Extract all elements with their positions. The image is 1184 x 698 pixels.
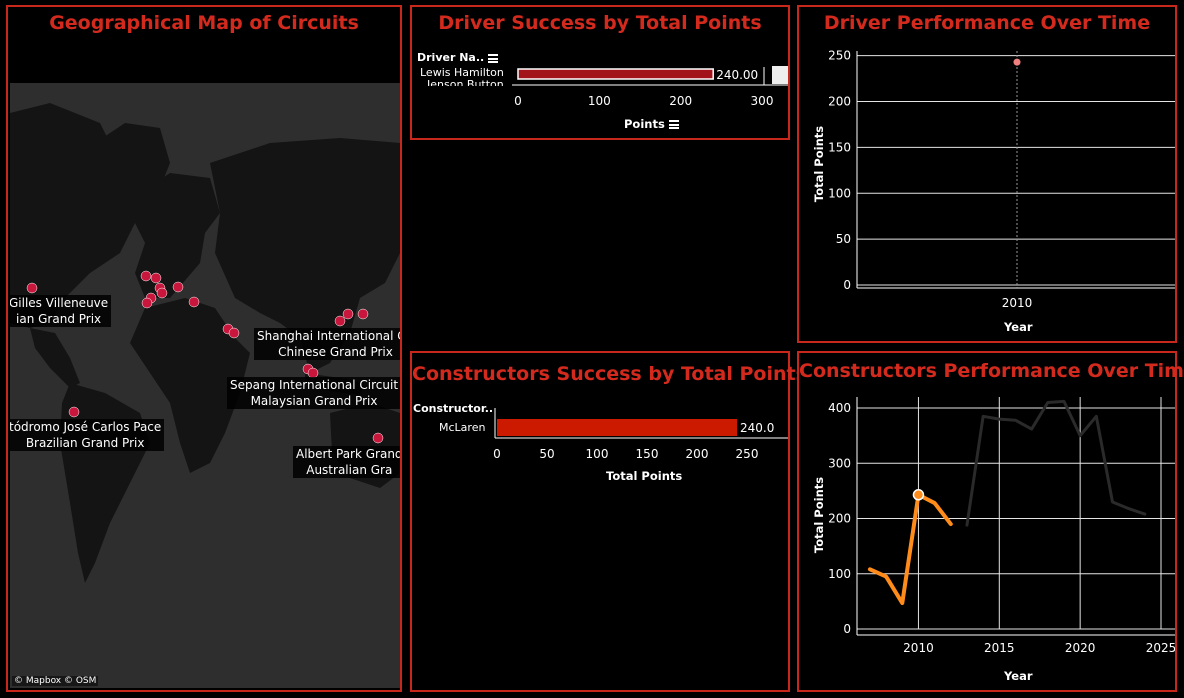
driver-x-tick: 0 bbox=[514, 94, 522, 108]
driver-row-header[interactable]: Driver Na.. bbox=[417, 51, 499, 64]
constructor-highlight-line bbox=[867, 492, 953, 606]
constructor-time-x-title: Year bbox=[1004, 669, 1033, 683]
marker-europe-6 bbox=[141, 297, 153, 309]
driver-time-title: Driver Performance Over Time bbox=[823, 12, 1151, 34]
constructor-time-y-tick: 0 bbox=[843, 622, 851, 636]
driver-row-jenson[interactable]: Jenson Button bbox=[427, 78, 504, 86]
driver-x-title[interactable]: Points bbox=[624, 117, 679, 131]
map-label-circuit: Albert Park Grand bbox=[296, 447, 400, 461]
map-label-malaysia: Sepang International Circuit Malaysian G… bbox=[227, 377, 400, 409]
constructor-success-panel: Constructors Success by Total Points Con… bbox=[410, 351, 807, 692]
map-label-canada: Gilles Villeneuve ian Grand Prix bbox=[10, 295, 112, 327]
constructor-x-tick: 100 bbox=[586, 447, 609, 461]
constructor-bar bbox=[497, 419, 737, 436]
constructor-time-x-tick: 2025 bbox=[1146, 641, 1175, 655]
map-label-circuit: tódromo José Carlos Pace bbox=[10, 420, 162, 434]
constructor-x-tick: 50 bbox=[539, 447, 554, 461]
map-label-race: Brazilian Grand Prix bbox=[25, 436, 145, 450]
driver-time-chart: 250 200 150 100 50 0 2010 bbox=[828, 49, 1175, 310]
driver-time-y-tick: 250 bbox=[828, 49, 851, 63]
map-label-circuit: Sepang International Circuit bbox=[230, 378, 399, 392]
driver-time-x-title: Year bbox=[1004, 320, 1033, 334]
map-label-race: Chinese Grand Prix bbox=[278, 345, 393, 359]
constructor-x-tick: 250 bbox=[736, 447, 759, 461]
constructor-time-y-title: Total Points bbox=[812, 476, 826, 554]
marker-australia bbox=[372, 432, 384, 444]
constructor-highlight-point bbox=[912, 489, 925, 501]
driver-success-title: Driver Success by Total Points bbox=[438, 12, 762, 34]
circuit-markers bbox=[26, 270, 384, 444]
marker-canada bbox=[26, 282, 38, 294]
driver-time-y-tick: 150 bbox=[828, 140, 851, 154]
map-label-race: ian Grand Prix bbox=[16, 312, 102, 326]
constructor-time-x-tick: 2015 bbox=[984, 641, 1015, 655]
map-area[interactable]: Gilles Villeneuve ian Grand Prix Shangha… bbox=[10, 83, 400, 688]
driver-bar-chart: 0 100 200 300 240.00 bbox=[512, 67, 788, 108]
driver-x-tick: 200 bbox=[669, 94, 692, 108]
constructor-time-x-tick: 2020 bbox=[1065, 641, 1096, 655]
sort-icon[interactable] bbox=[668, 120, 679, 129]
constructor-x-title: Total Points bbox=[606, 469, 683, 483]
map-label-brazil: tódromo José Carlos Pace Brazilian Grand… bbox=[10, 419, 165, 451]
driver-success-panel: Driver Success by Total Points Driver Na… bbox=[410, 5, 790, 140]
marker-europe-7 bbox=[172, 281, 184, 293]
marker-asia-3 bbox=[357, 308, 369, 320]
map-label-race: Australian Gra bbox=[306, 463, 393, 477]
constructor-time-y-tick: 100 bbox=[828, 567, 851, 581]
sort-icon[interactable] bbox=[488, 53, 499, 63]
driver-time-y-tick: 0 bbox=[843, 278, 851, 292]
map-label-australia: Albert Park Grand Australian Gra bbox=[293, 446, 400, 478]
driver-row-lewis[interactable]: Lewis Hamilton bbox=[420, 66, 504, 79]
constructor-time-chart: 400 300 200 100 0 2010 2015 2020 2025 bbox=[828, 397, 1175, 655]
driver-x-title-text: Points bbox=[624, 117, 665, 131]
map-title: Geographical Map of Circuits bbox=[49, 12, 359, 34]
driver-time-point bbox=[1013, 58, 1021, 66]
constructor-time-y-tick: 200 bbox=[828, 512, 851, 526]
constructor-bar-value-label: 240.0 bbox=[740, 421, 774, 435]
constructor-x-tick: 0 bbox=[493, 447, 501, 461]
constructor-x-tick: 200 bbox=[686, 447, 709, 461]
driver-row-header-text: Driver Na.. bbox=[417, 51, 485, 64]
map-panel: Geographical Map of Circuits bbox=[6, 5, 402, 692]
driver-time-y-tick: 100 bbox=[828, 186, 851, 200]
map-label-race: Malaysian Grand Prix bbox=[250, 394, 378, 408]
marker-europe-1 bbox=[140, 270, 152, 282]
marker-middle-east-2 bbox=[228, 327, 240, 339]
constructor-time-panel: Constructors Performance Over Time 400 30… bbox=[797, 351, 1184, 692]
driver-time-panel: Driver Performance Over Time 250 200 150 10… bbox=[797, 5, 1177, 343]
constructor-time-y-tick: 400 bbox=[828, 401, 851, 415]
constructor-bar-chart: 0 50 100 150 200 250 240.0 bbox=[493, 408, 788, 461]
driver-scroll-thumb[interactable] bbox=[772, 66, 788, 84]
map-label-china: Shanghai International Cir Chinese Grand… bbox=[254, 328, 400, 360]
map-label-circuit: Gilles Villeneuve bbox=[10, 296, 109, 310]
marker-asia-1 bbox=[334, 315, 346, 327]
constructor-background-line bbox=[965, 399, 1147, 527]
driver-bar-value-label: 240.00 bbox=[716, 68, 758, 82]
driver-bar bbox=[517, 68, 714, 80]
marker-europe-8 bbox=[188, 296, 200, 308]
constructor-row-mclaren[interactable]: McLaren bbox=[439, 421, 486, 434]
driver-time-x-tick: 2010 bbox=[1002, 296, 1033, 310]
driver-time-y-tick: 200 bbox=[828, 95, 851, 109]
constructor-success-title: Constructors Success by Total Points bbox=[412, 363, 807, 385]
constructor-time-y-tick: 300 bbox=[828, 456, 851, 470]
marker-asia-2 bbox=[342, 308, 354, 320]
constructor-row-header[interactable]: Constructor.. bbox=[413, 402, 494, 415]
marker-brazil bbox=[68, 406, 80, 418]
map-label-circuit: Shanghai International Cir bbox=[257, 329, 400, 343]
marker-europe-4 bbox=[156, 287, 168, 299]
constructor-time-title: Constructors Performance Over Time bbox=[799, 360, 1184, 382]
driver-time-y-title: Total Points bbox=[812, 125, 826, 203]
map-attribution[interactable]: © Mapbox © OSM bbox=[12, 676, 99, 686]
driver-time-y-tick: 50 bbox=[836, 232, 851, 246]
marker-europe-2 bbox=[150, 272, 162, 284]
driver-x-tick: 300 bbox=[751, 94, 774, 108]
driver-x-tick: 100 bbox=[588, 94, 611, 108]
constructor-x-tick: 150 bbox=[636, 447, 659, 461]
constructor-time-x-tick: 2010 bbox=[903, 641, 934, 655]
